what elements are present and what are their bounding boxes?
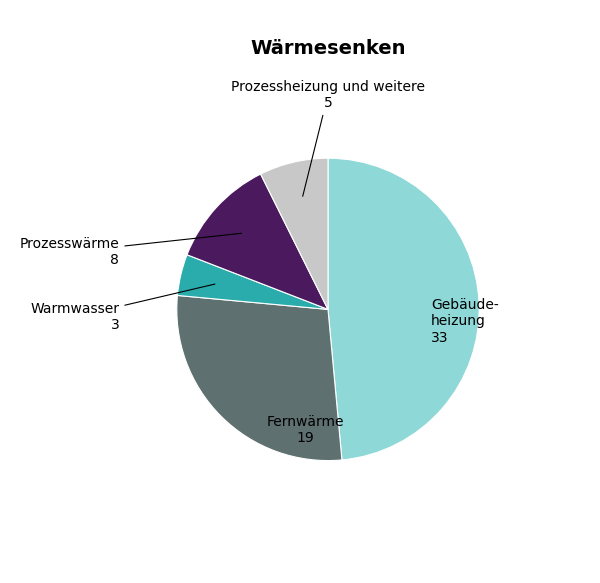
Wedge shape xyxy=(260,158,328,310)
Wedge shape xyxy=(177,296,342,461)
Wedge shape xyxy=(187,174,328,310)
Text: Prozessheizung und weitere
5: Prozessheizung und weitere 5 xyxy=(231,80,425,196)
Wedge shape xyxy=(328,158,479,460)
Text: Gebäude-
heizung
33: Gebäude- heizung 33 xyxy=(431,298,499,345)
Text: Fernwärme
19: Fernwärme 19 xyxy=(266,415,344,445)
Title: Wärmesenken: Wärmesenken xyxy=(250,39,406,58)
Text: Prozesswärme
8: Prozesswärme 8 xyxy=(20,233,241,267)
Text: Warmwasser
3: Warmwasser 3 xyxy=(31,284,215,332)
Wedge shape xyxy=(178,255,328,310)
